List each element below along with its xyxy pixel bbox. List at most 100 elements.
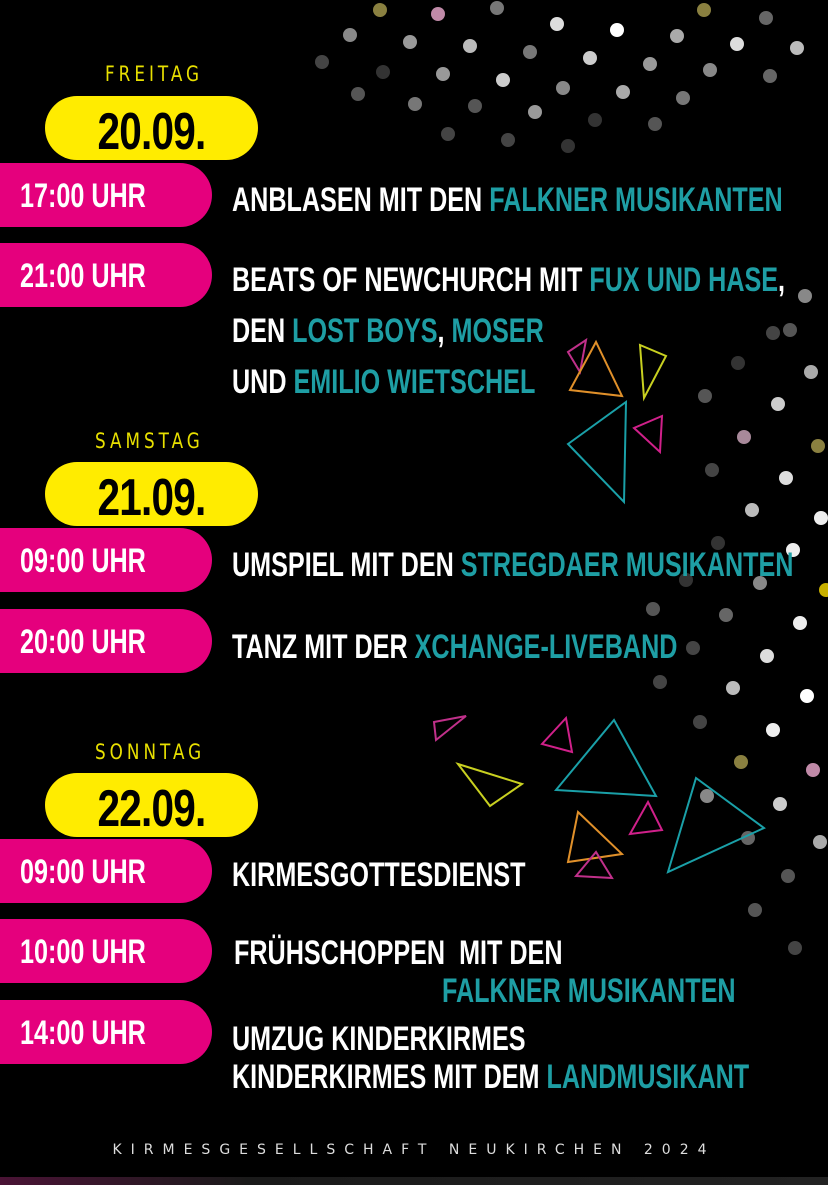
confetti-dot — [556, 81, 570, 95]
event-description-line: ANBLASEN MIT DEN FALKNER MUSIKANTEN — [232, 181, 783, 220]
bottom-bar — [0, 1177, 828, 1185]
confetti-dot — [550, 17, 564, 31]
time-badge: 09:00 UHR — [0, 528, 212, 592]
performer-name: MOSER — [451, 312, 544, 350]
event-description-line: TANZ MIT DER XCHANGE-LIVEBAND — [232, 628, 677, 667]
confetti-dot — [670, 29, 684, 43]
confetti-dot — [583, 51, 597, 65]
confetti-dot — [766, 326, 780, 340]
event-text: , — [437, 312, 452, 350]
event-description-line: FALKNER MUSIKANTEN — [442, 972, 736, 1011]
confetti-dot — [351, 87, 365, 101]
confetti-dot — [813, 835, 827, 849]
triangle-decoration — [628, 799, 664, 836]
confetti-dot — [315, 55, 329, 69]
confetti-dot — [766, 723, 780, 737]
confetti-dot — [616, 85, 630, 99]
confetti-dot — [700, 789, 714, 803]
confetti-dot — [490, 1, 504, 15]
event-text: UMSPIEL MIT DEN — [232, 546, 461, 584]
event-description-line: FRÜHSCHOPPEN MIT DEN — [234, 934, 563, 973]
performer-name: XCHANGE-LIVEBAND — [414, 628, 678, 666]
confetti-dot — [703, 63, 717, 77]
confetti-dot — [737, 430, 751, 444]
confetti-dot — [373, 3, 387, 17]
event-text: UND — [232, 363, 294, 401]
confetti-dot — [436, 67, 450, 81]
event-description-line: KIRMESGOTTESDIENST — [232, 856, 526, 895]
event-text: ANBLASEN MIT DEN — [232, 181, 490, 219]
performer-name: LOST BOYS — [292, 312, 438, 350]
confetti-dot — [748, 903, 762, 917]
event-description-line: UMZUG KINDERKIRMES — [232, 1020, 526, 1059]
confetti-dot — [719, 608, 733, 622]
time-text: 21:00 UHR — [20, 257, 146, 295]
confetti-dot — [698, 389, 712, 403]
time-text: 10:00 UHR — [20, 933, 146, 971]
confetti-dot — [431, 7, 445, 21]
confetti-dot — [693, 715, 707, 729]
performer-name: FALKNER MUSIKANTEN — [442, 972, 736, 1010]
time-badge: 17:00 UHR — [0, 163, 212, 227]
time-badge: 09:00 UHR — [0, 839, 212, 903]
event-description-line: KINDERKIRMES MIT DEM LANDMUSIKANT — [232, 1058, 749, 1097]
confetti-dot — [523, 45, 537, 59]
confetti-dot — [676, 91, 690, 105]
time-badge: 20:00 UHR — [0, 609, 212, 673]
day-label: FREITAG — [105, 62, 204, 86]
triangle-decoration — [455, 762, 525, 808]
confetti-dot — [731, 356, 745, 370]
performer-name: EMILIO WIETSCHEL — [293, 363, 536, 401]
confetti-dot — [786, 543, 800, 557]
day-label: SONNTAG — [95, 740, 206, 764]
confetti-dot — [343, 28, 357, 42]
confetti-dot — [779, 471, 793, 485]
confetti-dot — [588, 113, 602, 127]
confetti-dot — [771, 397, 785, 411]
confetti-dot — [811, 439, 825, 453]
event-text: , — [778, 261, 786, 299]
event-text: TANZ MIT DER — [232, 628, 415, 666]
triangle-decoration — [566, 400, 628, 505]
event-text: KIRMESGOTTESDIENST — [232, 856, 526, 894]
confetti-dot — [788, 941, 802, 955]
confetti-dot — [800, 689, 814, 703]
time-badge: 10:00 UHR — [0, 919, 212, 983]
confetti-dot — [814, 511, 828, 525]
confetti-dot — [763, 69, 777, 83]
performer-name: STREGDAER MUSIKANTEN — [460, 546, 794, 584]
confetti-dot — [376, 65, 390, 79]
confetti-dot — [798, 289, 812, 303]
time-text: 09:00 UHR — [20, 853, 146, 891]
triangle-decoration — [553, 718, 658, 798]
triangle-decoration — [666, 776, 766, 874]
confetti-dot — [726, 681, 740, 695]
time-text: 17:00 UHR — [20, 177, 146, 215]
event-text: KINDERKIRMES MIT DEM — [232, 1058, 547, 1096]
triangle-decoration — [432, 715, 467, 742]
confetti-dot — [643, 57, 657, 71]
confetti-dot — [468, 99, 482, 113]
event-text: DEN — [232, 312, 293, 350]
triangle-decoration — [638, 343, 668, 402]
confetti-dot — [783, 323, 797, 337]
time-text: 09:00 UHR — [20, 542, 146, 580]
confetti-dot — [753, 576, 767, 590]
confetti-dot — [773, 797, 787, 811]
date-text: 21.09. — [97, 469, 206, 527]
confetti-dot — [679, 573, 693, 587]
confetti-dot — [705, 463, 719, 477]
event-description-line: BEATS OF NEWCHURCH MIT FUX UND HASE, — [232, 261, 785, 300]
confetti-dot — [408, 97, 422, 111]
confetti-dot — [561, 139, 575, 153]
confetti-dot — [781, 869, 795, 883]
date-badge: 22.09. — [45, 773, 258, 838]
confetti-dot — [441, 127, 455, 141]
performer-name: LANDMUSIKANT — [546, 1058, 750, 1096]
confetti-dot — [790, 41, 804, 55]
event-description-line: UMSPIEL MIT DEN STREGDAER MUSIKANTEN — [232, 546, 793, 585]
triangle-decoration — [566, 810, 625, 864]
confetti-dot — [734, 755, 748, 769]
confetti-dot — [528, 105, 542, 119]
performer-name: FALKNER MUSIKANTEN — [489, 181, 783, 219]
